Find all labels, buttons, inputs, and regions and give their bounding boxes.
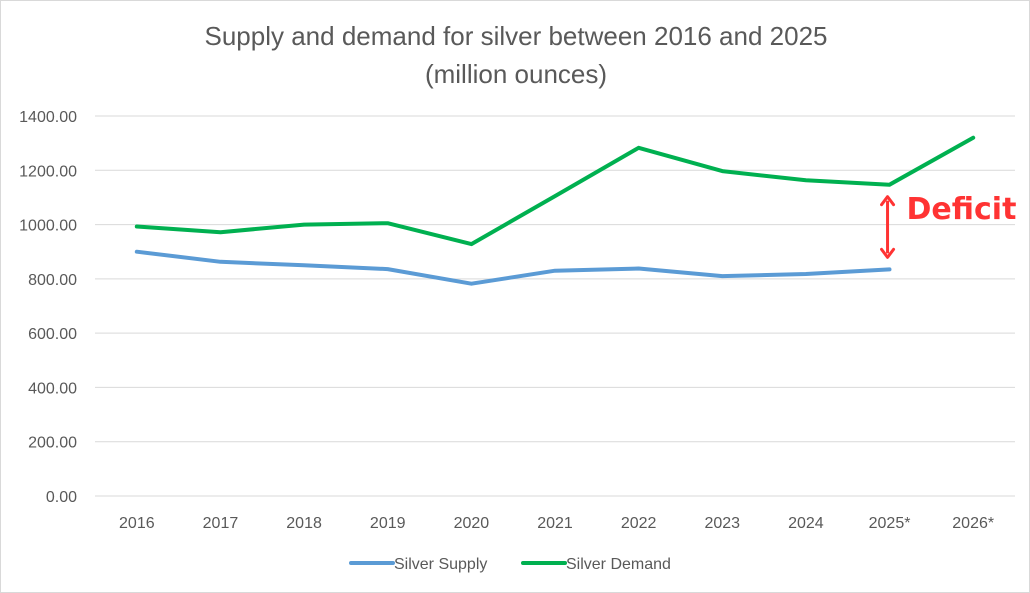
y-tick-label: 0.00 <box>46 489 77 506</box>
y-tick-label: 800.00 <box>28 272 77 289</box>
data-point-silver-demand <box>219 231 221 233</box>
x-tick-label: 2016 <box>119 515 155 532</box>
y-tick-label: 200.00 <box>28 435 77 452</box>
gridlines <box>95 115 1015 497</box>
data-point-silver-demand <box>972 137 974 139</box>
data-point-silver-demand <box>805 179 807 181</box>
x-tick-label: 2020 <box>454 515 490 532</box>
data-point-silver-supply <box>721 275 723 277</box>
deficit-arrow-head-up <box>880 195 896 207</box>
data-point-silver-supply <box>554 270 556 272</box>
series-line-silver-demand <box>134 135 976 247</box>
data-point-silver-supply <box>219 261 221 263</box>
y-tick-label: 400.00 <box>28 380 77 397</box>
data-point-silver-demand <box>554 195 556 197</box>
series-line-silver-supply <box>134 249 892 286</box>
series-lines <box>134 135 976 286</box>
x-tick-label: 2023 <box>704 515 740 532</box>
x-tick-label: 2019 <box>370 515 406 532</box>
legend: Silver Supply Silver Demand <box>349 556 671 573</box>
data-point-silver-demand <box>889 184 891 186</box>
x-tick-label: 2024 <box>788 515 824 532</box>
x-tick-label: 2026* <box>952 515 994 532</box>
y-tick-label: 1400.00 <box>19 109 77 126</box>
deficit-annotation: Deficit <box>880 192 1017 259</box>
deficit-label: Deficit <box>907 192 1017 227</box>
y-tick-label: 1000.00 <box>19 218 77 235</box>
data-point-silver-supply <box>136 251 138 253</box>
y-axis-ticks: 0.00 200.00 400.00 600.00 800.00 1000.00 1200.… <box>19 109 77 506</box>
x-axis-ticks: 2016 2017 2018 2019 2020 2021 2022 2023 2024 2025… <box>119 515 994 532</box>
y-tick-label: 600.00 <box>28 326 77 343</box>
data-point-silver-supply <box>303 264 305 266</box>
x-tick-label: 2025* <box>869 515 911 532</box>
data-point-silver-supply <box>387 268 389 270</box>
legend-label-silver-supply: Silver Supply <box>394 556 487 573</box>
data-point-silver-demand <box>470 243 472 245</box>
data-point-silver-demand <box>303 224 305 226</box>
data-point-silver-demand <box>638 147 640 149</box>
x-tick-label: 2021 <box>537 515 573 532</box>
x-tick-label: 2022 <box>621 515 657 532</box>
data-point-silver-demand <box>721 170 723 172</box>
legend-label-silver-demand: Silver Demand <box>566 556 671 573</box>
y-tick-label: 1200.00 <box>19 163 77 180</box>
x-tick-label: 2017 <box>203 515 239 532</box>
data-point-silver-supply <box>889 268 891 270</box>
data-point-silver-supply <box>470 283 472 285</box>
chart-title: Supply and demand for silver between 201… <box>205 21 828 51</box>
data-point-silver-demand <box>387 222 389 224</box>
deficit-arrow-head-down <box>880 247 896 259</box>
data-point-silver-supply <box>805 273 807 275</box>
chart-subtitle: (million ounces) <box>425 59 607 89</box>
data-point-silver-supply <box>638 268 640 270</box>
data-point-silver-demand <box>136 225 138 227</box>
x-tick-label: 2018 <box>286 515 322 532</box>
